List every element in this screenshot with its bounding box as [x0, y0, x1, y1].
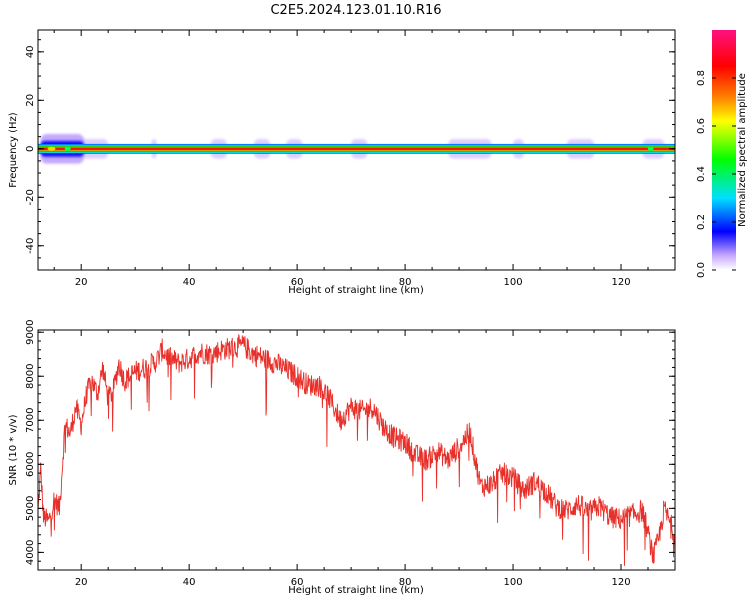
- colorbar-tick-label: 0.8: [696, 70, 707, 86]
- snr-xtick-label: 60: [291, 577, 304, 588]
- spectrogram-ytick-label: -20: [25, 189, 36, 205]
- band-spot: [64, 146, 71, 151]
- spectrogram-ytick-label: 0: [25, 146, 36, 152]
- spectrogram-xtick-label: 20: [75, 277, 88, 288]
- snr-series-line: [38, 333, 675, 566]
- snr-xtick-label: 40: [183, 577, 196, 588]
- snr-xtick-label: 100: [504, 577, 523, 588]
- snr-ytick-label: 6000: [25, 452, 36, 477]
- snr-ytick-label: 8000: [25, 364, 36, 389]
- spectrogram-band: [38, 133, 675, 164]
- colorbar-tick-label: 0.6: [696, 118, 707, 134]
- spectrogram-ytick-label: 40: [25, 45, 36, 58]
- colorbar-tick-label: 0.4: [696, 166, 707, 182]
- snr-y-axis-label: SNR (10 * v/v): [8, 414, 19, 485]
- spectrogram-ytick-label: 20: [25, 94, 36, 107]
- snr-frame: [37, 329, 676, 571]
- colorbar-tick-label: 0.0: [696, 262, 707, 278]
- snr-ytick-label: 9000: [25, 319, 36, 344]
- spectrogram-frame: [37, 29, 676, 271]
- colorbar-ticks: 0.0 0.2 0.4 0.6 0.8: [696, 70, 736, 278]
- band-spot: [47, 146, 56, 151]
- spectrogram-xtick-label: 100: [504, 277, 523, 288]
- spectrogram-xtick-label: 60: [291, 277, 304, 288]
- spectrogram-xtick-label: 80: [399, 277, 412, 288]
- snr-xtick-label: 80: [399, 577, 412, 588]
- snr-ytick-label: 7000: [25, 408, 36, 433]
- spectrogram-x-axis-label: Height of straight line (km): [288, 285, 424, 296]
- colorbar-tick-label: 0.2: [696, 214, 707, 230]
- snr-x-ticks: 20 40 60 80 100 120: [53, 330, 676, 588]
- spectrogram-ytick-label: -40: [25, 238, 36, 254]
- snr-ytick-label: 5000: [25, 496, 36, 521]
- band-spot: [647, 146, 654, 151]
- spectrogram-xtick-label: 120: [611, 277, 630, 288]
- snr-y-ticks: 4000 5000 6000 7000 8000 9000: [25, 319, 675, 571]
- snr-x-axis-label: Height of straight line (km): [288, 585, 424, 596]
- colorbar-label: Normalized spectral amplitude: [737, 73, 748, 227]
- snr-xtick-label: 20: [75, 577, 88, 588]
- spectrogram-x-ticks: 20 40 60 80 100 120: [53, 30, 676, 288]
- spectrogram-panel: 20 40 60 80 100 120 -40 -20 0 20 40 Height of str…: [8, 29, 676, 296]
- spectrogram-y-axis-label: Frequency (Hz): [8, 112, 19, 188]
- band-core: [38, 147, 675, 150]
- snr-ytick-label: 4000: [25, 540, 36, 565]
- snr-xtick-label: 120: [611, 577, 630, 588]
- spectrogram-xtick-label: 40: [183, 277, 196, 288]
- snr-background: [38, 330, 675, 570]
- figure-title: C2E5.2024.123.01.10.R16: [270, 3, 441, 18]
- spectrogram-y-ticks: -40 -20 0 20 40: [25, 39, 675, 271]
- snr-panel: 20 40 60 80 100 120 400050006000700080009000 …: [8, 319, 676, 596]
- colorbar-gradient: [712, 30, 736, 270]
- colorbar: 0.0 0.2 0.4 0.6 0.8 Normalized spectral ampl…: [696, 30, 748, 278]
